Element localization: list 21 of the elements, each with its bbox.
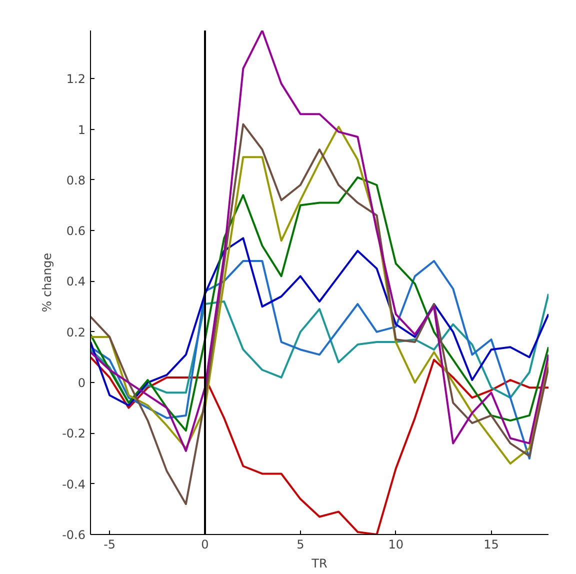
y-tick-label: 0.4 [66, 274, 86, 289]
x-axis-title: TR [310, 556, 328, 570]
line-series [90, 30, 548, 452]
x-tick-label: -5 [104, 538, 116, 552]
y-tick-label: -0.4 [62, 477, 86, 492]
y-tick-label: 0.2 [66, 325, 86, 340]
x-tick-label: 0 [201, 538, 209, 552]
y-tick-label: 1 [78, 122, 86, 137]
x-tick-label: 10 [388, 538, 404, 552]
y-tick-label: 1.2 [66, 72, 86, 86]
line-series [90, 237, 548, 406]
y-axis-title: % change [40, 252, 54, 312]
y-tick-label: 0 [78, 376, 86, 390]
y-tick-label: 0.8 [66, 173, 86, 188]
line-series [90, 260, 548, 460]
y-tick-label: -0.6 [62, 528, 86, 542]
y-tick-label: 0.6 [66, 224, 86, 238]
line-series [90, 176, 548, 432]
x-tick-label: 5 [296, 538, 304, 552]
x-tick-label: 15 [484, 538, 499, 552]
y-tick-label: -0.2 [62, 426, 86, 441]
